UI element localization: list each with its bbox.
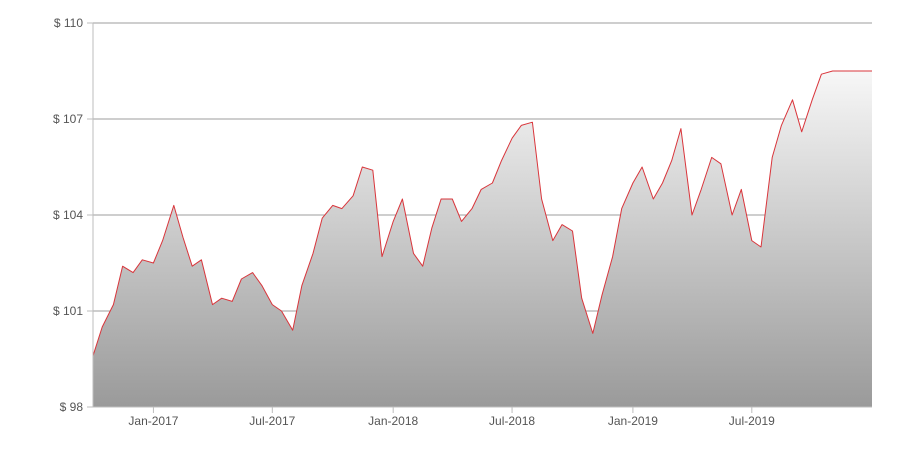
y-tick-label: $ 101 — [53, 304, 83, 318]
x-tick-label: Jul-2017 — [249, 414, 295, 428]
y-tick-label: $ 107 — [53, 112, 83, 126]
series-area-fill — [93, 71, 872, 407]
series-area — [92, 70, 872, 407]
x-axis-ticks: Jan-2017 Jul-2017 Jan-2018 Jul-2018 Jan-2019… — [128, 407, 775, 428]
x-tick-label: Jan-2018 — [368, 414, 418, 428]
x-tick-label: Jul-2019 — [729, 414, 775, 428]
y-tick-label: $ 104 — [53, 208, 83, 222]
y-tick-label: $ 98 — [60, 400, 84, 414]
x-tick-label: Jul-2018 — [489, 414, 535, 428]
series-line — [92, 70, 872, 356]
y-axis-ticks: $ 98 $ 101 $ 104 $ 107 $ 110 — [53, 16, 93, 414]
x-tick-label: Jan-2017 — [128, 414, 178, 428]
x-tick-label: Jan-2019 — [608, 414, 658, 428]
y-tick-label: $ 110 — [54, 16, 83, 30]
